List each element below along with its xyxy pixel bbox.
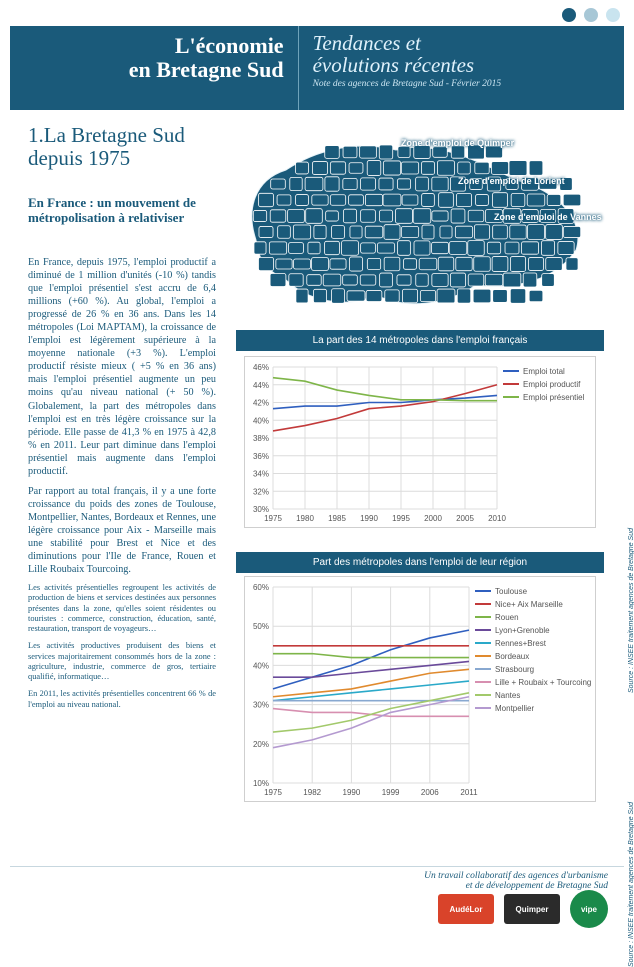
chart1-source: Source : INSEE traitement agences de Bre… xyxy=(628,528,634,693)
svg-text:10%: 10% xyxy=(253,779,269,788)
svg-text:1995: 1995 xyxy=(392,514,410,523)
svg-text:40%: 40% xyxy=(253,416,269,425)
svg-text:44%: 44% xyxy=(253,381,269,390)
svg-text:2011: 2011 xyxy=(460,788,478,797)
svg-text:1985: 1985 xyxy=(328,514,346,523)
footer-collab-1: Un travail collaboratif des agences d'ur… xyxy=(424,871,608,881)
svg-text:34%: 34% xyxy=(253,470,269,479)
dot xyxy=(584,8,598,22)
map-label: Zone d'emploi de Quimper xyxy=(401,138,514,148)
partner-logo: vipe xyxy=(570,890,608,928)
svg-text:1975: 1975 xyxy=(264,514,282,523)
chart2-title: Part des métropoles dans l'emploi de leu… xyxy=(236,552,604,573)
chart2-box: 10% 20% 30% 40% 50% 60% 1975 1982 1990 1999 2006 20… xyxy=(244,576,596,802)
region-map: Zone d'emploi de Quimper Zone d'emploi de… xyxy=(236,120,604,324)
svg-text:46%: 46% xyxy=(253,363,269,372)
svg-text:1990: 1990 xyxy=(343,788,361,797)
section-title: 1.La Bretagne Sud depuis 1975 xyxy=(28,124,238,170)
svg-text:Rennes+Brest: Rennes+Brest xyxy=(495,639,547,648)
svg-text:Lyon+Grenoble: Lyon+Grenoble xyxy=(495,626,550,635)
header-dots xyxy=(562,8,620,22)
title-right-2: évolutions récentes xyxy=(313,54,614,76)
svg-text:Bordeaux: Bordeaux xyxy=(495,652,529,661)
footer-collab: Un travail collaboratif des agences d'ur… xyxy=(424,871,608,891)
section-subhead: En France : un mouvement de métropolisat… xyxy=(28,196,216,226)
svg-text:Rouen: Rouen xyxy=(495,613,519,622)
svg-text:2000: 2000 xyxy=(424,514,442,523)
svg-text:30%: 30% xyxy=(253,505,269,514)
dot xyxy=(606,8,620,22)
svg-text:1999: 1999 xyxy=(382,788,400,797)
map-label: Zone d'emploi de Vannes xyxy=(494,212,602,222)
title-left-2: en Bretagne Sud xyxy=(18,58,284,82)
svg-text:30%: 30% xyxy=(253,701,269,710)
map-label: Zone d'emploi de Lorient xyxy=(458,176,565,186)
svg-text:50%: 50% xyxy=(253,622,269,631)
footer-logos: AudéLor Quimper vipe xyxy=(438,890,608,928)
chart2-source: Source : INSEE traitement agences de Bre… xyxy=(628,802,634,967)
svg-text:Emploi présentiel: Emploi présentiel xyxy=(523,393,585,402)
svg-text:Nantes: Nantes xyxy=(495,691,520,700)
svg-text:32%: 32% xyxy=(253,487,269,496)
body-p3: Les activités présentielles regroupent l… xyxy=(28,583,216,634)
header-banner: L'économie en Bretagne Sud Tendances et … xyxy=(10,26,624,110)
svg-text:42%: 42% xyxy=(253,399,269,408)
svg-text:20%: 20% xyxy=(253,740,269,749)
svg-text:60%: 60% xyxy=(253,583,269,592)
svg-text:Lille + Roubaix + Tourcoing: Lille + Roubaix + Tourcoing xyxy=(495,678,591,687)
title-right-1: Tendances et xyxy=(313,32,614,54)
header-subtitle: Note des agences de Bretagne Sud - Févri… xyxy=(313,79,614,89)
footer: Un travail collaboratif des agences d'ur… xyxy=(10,866,624,930)
svg-text:Emploi total: Emploi total xyxy=(523,367,565,376)
svg-text:Strasbourg: Strasbourg xyxy=(495,665,534,674)
partner-logo: Quimper xyxy=(504,894,560,924)
svg-text:Nice+ Aix Marseille: Nice+ Aix Marseille xyxy=(495,600,563,609)
body-p2: Par rapport au total français, il y a un… xyxy=(28,485,216,576)
chart1-box: 30% 32% 34% 36% 38% 40% 42% 44% 46% 1975 1980 1985 1… xyxy=(244,356,596,528)
title-left-1: L'économie xyxy=(18,34,284,58)
body-p1: En France, depuis 1975, l'emploi product… xyxy=(28,256,216,478)
dot xyxy=(562,8,576,22)
body-p5: En 2011, les activités présentielles con… xyxy=(28,689,216,710)
svg-text:1982: 1982 xyxy=(303,788,321,797)
svg-text:Toulouse: Toulouse xyxy=(495,587,528,596)
svg-text:38%: 38% xyxy=(253,434,269,443)
chart1-title: La part des 14 métropoles dans l'emploi … xyxy=(236,330,604,351)
partner-logo: AudéLor xyxy=(438,894,494,924)
svg-text:2010: 2010 xyxy=(488,514,506,523)
svg-text:2006: 2006 xyxy=(421,788,439,797)
body-column: En France, depuis 1975, l'emploi product… xyxy=(28,256,216,717)
svg-text:2005: 2005 xyxy=(456,514,474,523)
svg-text:36%: 36% xyxy=(253,452,269,461)
svg-text:Emploi productif: Emploi productif xyxy=(523,380,581,389)
svg-text:Montpellier: Montpellier xyxy=(495,704,534,713)
header-left: L'économie en Bretagne Sud xyxy=(10,26,299,110)
svg-text:1990: 1990 xyxy=(360,514,378,523)
svg-text:1980: 1980 xyxy=(296,514,314,523)
body-p4: Les activités productives produisent des… xyxy=(28,641,216,682)
svg-text:40%: 40% xyxy=(253,661,269,670)
svg-text:1975: 1975 xyxy=(264,788,282,797)
header-right: Tendances et évolutions récentes Note de… xyxy=(299,26,624,110)
